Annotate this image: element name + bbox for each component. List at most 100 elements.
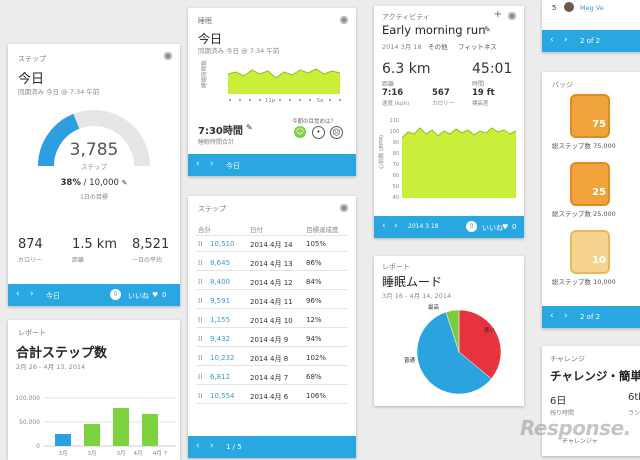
like-label[interactable]: いいね <box>482 224 503 232</box>
table-row[interactable]: ⁞⁞ 1,155 2014 4月 10 12% <box>196 312 348 328</box>
card-footer: ‹ › 今日 0 いいね ♥ 0 <box>8 284 180 306</box>
next-arrow-icon[interactable]: › <box>30 289 34 299</box>
date-value: 2014 4月 14 <box>250 241 293 249</box>
steps-value[interactable]: 9,591 <box>210 297 231 305</box>
like-number: 0 <box>162 291 167 299</box>
page-indicator: 2 of 2 <box>580 37 601 45</box>
mood-sad-icon[interactable]: ☹ <box>330 126 343 139</box>
sleep-area <box>228 69 340 94</box>
badge-10k-icon[interactable]: 10 <box>570 230 610 274</box>
table-row[interactable]: ⁞⁞ 10,510 2014 4月 14 105% <box>196 236 348 252</box>
steps-value[interactable]: 6,812 <box>210 373 231 381</box>
table-row[interactable]: ⁞⁞ 9,591 2014 4月 11 96% <box>196 293 348 309</box>
pie-slice-label: 最高 <box>428 303 440 311</box>
badge-label: 総ステップ数 25,000 <box>552 210 616 218</box>
badge-75k-icon[interactable]: 75 <box>570 94 610 138</box>
goal-percent: 38% <box>60 178 81 188</box>
chart-bar <box>84 424 100 446</box>
table-header: 合計 日付 目標達成度 <box>196 220 348 236</box>
pencil-icon[interactable]: ✎ <box>246 123 253 132</box>
sleep-duration: 7:30時間 <box>198 126 243 137</box>
steps-value[interactable]: 1,155 <box>210 316 231 324</box>
prev-arrow-icon[interactable]: ‹ <box>196 441 200 451</box>
date-value: 2014 4月 10 <box>250 317 293 325</box>
next-arrow-icon[interactable]: › <box>564 35 568 45</box>
heart-icon[interactable]: ♥ <box>152 291 159 299</box>
prev-arrow-icon[interactable]: ‹ <box>550 311 554 321</box>
footprint-icon: ⁞⁞ <box>198 354 203 362</box>
mood-neutral-icon[interactable]: • <box>312 126 325 139</box>
gear-icon[interactable] <box>340 204 348 212</box>
pie-slice <box>445 309 460 353</box>
distance-label: 距離 <box>382 81 395 88</box>
steps-value[interactable]: 9,432 <box>210 335 231 343</box>
card-label: ステップ <box>18 55 46 63</box>
avatar[interactable] <box>564 2 574 12</box>
prev-arrow-icon[interactable]: ‹ <box>550 35 554 45</box>
next-arrow-icon[interactable]: › <box>394 221 398 231</box>
stat-average-value: 8,521 <box>132 237 170 252</box>
chart-bar <box>142 414 158 446</box>
time-label: 時間 <box>472 81 485 88</box>
next-arrow-icon[interactable]: › <box>210 159 214 169</box>
badge-label: 総ステップ数 75,000 <box>552 142 616 150</box>
goal-percent-value: 86% <box>306 259 322 267</box>
y-tick-label: 50,000 <box>19 419 40 426</box>
speed-label: 速度 (kph) <box>382 101 410 107</box>
heart-rate-area <box>402 128 516 198</box>
y-tick-label: 100,000 <box>15 395 40 402</box>
table-row[interactable]: ⁞⁞ 10,232 2014 4月 8 102% <box>196 350 348 366</box>
table-row[interactable]: ⁞⁞ 8,400 2014 4月 12 84% <box>196 274 348 290</box>
table-row[interactable]: ⁞⁞ 9,432 2014 4月 9 94% <box>196 331 348 347</box>
sleep-card: 睡眠 今日 同期済み 今日 @ 7:34 午前 睡眠時間数 11p 5a 7:3… <box>188 8 356 176</box>
steps-value[interactable]: 8,645 <box>210 259 231 267</box>
activity-category-select[interactable]: その他 <box>428 43 448 51</box>
goal-percent-value: 102% <box>306 354 327 362</box>
gear-icon[interactable] <box>508 12 516 20</box>
card-footer: ‹ › 2014 3 18 0 いいね ♥ 0 <box>374 216 524 238</box>
gear-icon[interactable] <box>340 16 348 24</box>
steps-value[interactable]: 8,400 <box>210 278 231 286</box>
steps-value[interactable]: 10,554 <box>210 392 235 400</box>
next-arrow-icon[interactable]: › <box>210 441 214 451</box>
mood-range: 3月 16 - 4月 14, 2014 <box>382 292 452 300</box>
badge-number: 25 <box>592 187 606 198</box>
activity-type-select[interactable]: フィットネス <box>458 43 497 51</box>
steps-value[interactable]: 10,232 <box>210 354 235 362</box>
badge-25k-icon[interactable]: 25 <box>570 162 610 206</box>
add-icon[interactable]: + <box>493 9 502 20</box>
like-label[interactable]: いいね <box>128 292 149 300</box>
heart-icon[interactable]: ♥ <box>502 223 509 231</box>
sleep-mood-card: レポート 睡眠ムード 3月 16 - 4月 14, 2014 悪い 普通 最高 <box>374 256 524 406</box>
like-count-badge[interactable]: 0 <box>110 289 121 300</box>
next-arrow-icon[interactable]: › <box>564 311 568 321</box>
goal-percent-value: 12% <box>306 316 322 324</box>
date-value: 2014 4月 7 <box>250 374 289 382</box>
pencil-icon[interactable]: ✎ <box>484 25 491 34</box>
steps-value[interactable]: 10,510 <box>210 240 235 248</box>
table-row[interactable]: ⁞⁞ 8,645 2014 4月 13 86% <box>196 255 348 271</box>
table-row[interactable]: ⁞⁞ 6,812 2014 4月 7 68% <box>196 369 348 385</box>
speed-value: 7:16 <box>382 88 404 98</box>
goal-percent-value: 84% <box>306 278 322 286</box>
leaderboard-card: 5 Meg Ve ‹ › 2 of 2 <box>542 0 640 52</box>
gear-icon[interactable] <box>164 52 172 60</box>
challenge-card: チャレンジ チャレンジ・簡単 6日 残り時間 6th ラン チャレンジャ <box>542 346 640 456</box>
footer-date: 今日 <box>46 292 60 300</box>
prev-arrow-icon[interactable]: ‹ <box>196 159 200 169</box>
challenge-title: チャレンジ・簡単 <box>550 369 640 383</box>
prev-arrow-icon[interactable]: ‹ <box>16 289 20 299</box>
leaderboard-user[interactable]: Meg Ve <box>580 4 604 12</box>
pencil-icon[interactable]: ✎ <box>121 179 128 187</box>
challenge-rank: 6th <box>628 392 640 403</box>
mood-happy-icon[interactable]: ☺ <box>294 126 306 138</box>
card-label: レポート <box>382 263 410 271</box>
time-value: 45:01 <box>472 61 513 77</box>
like-count-badge[interactable]: 0 <box>466 221 477 232</box>
elevation-label: 標高差 <box>472 101 489 107</box>
chart-bar <box>113 408 129 446</box>
footprint-icon: ⁞⁞ <box>198 316 203 324</box>
prev-arrow-icon[interactable]: ‹ <box>382 221 386 231</box>
table-row[interactable]: ⁞⁞ 10,554 2014 4月 6 106% <box>196 388 348 404</box>
card-label: 睡眠 <box>198 17 212 25</box>
